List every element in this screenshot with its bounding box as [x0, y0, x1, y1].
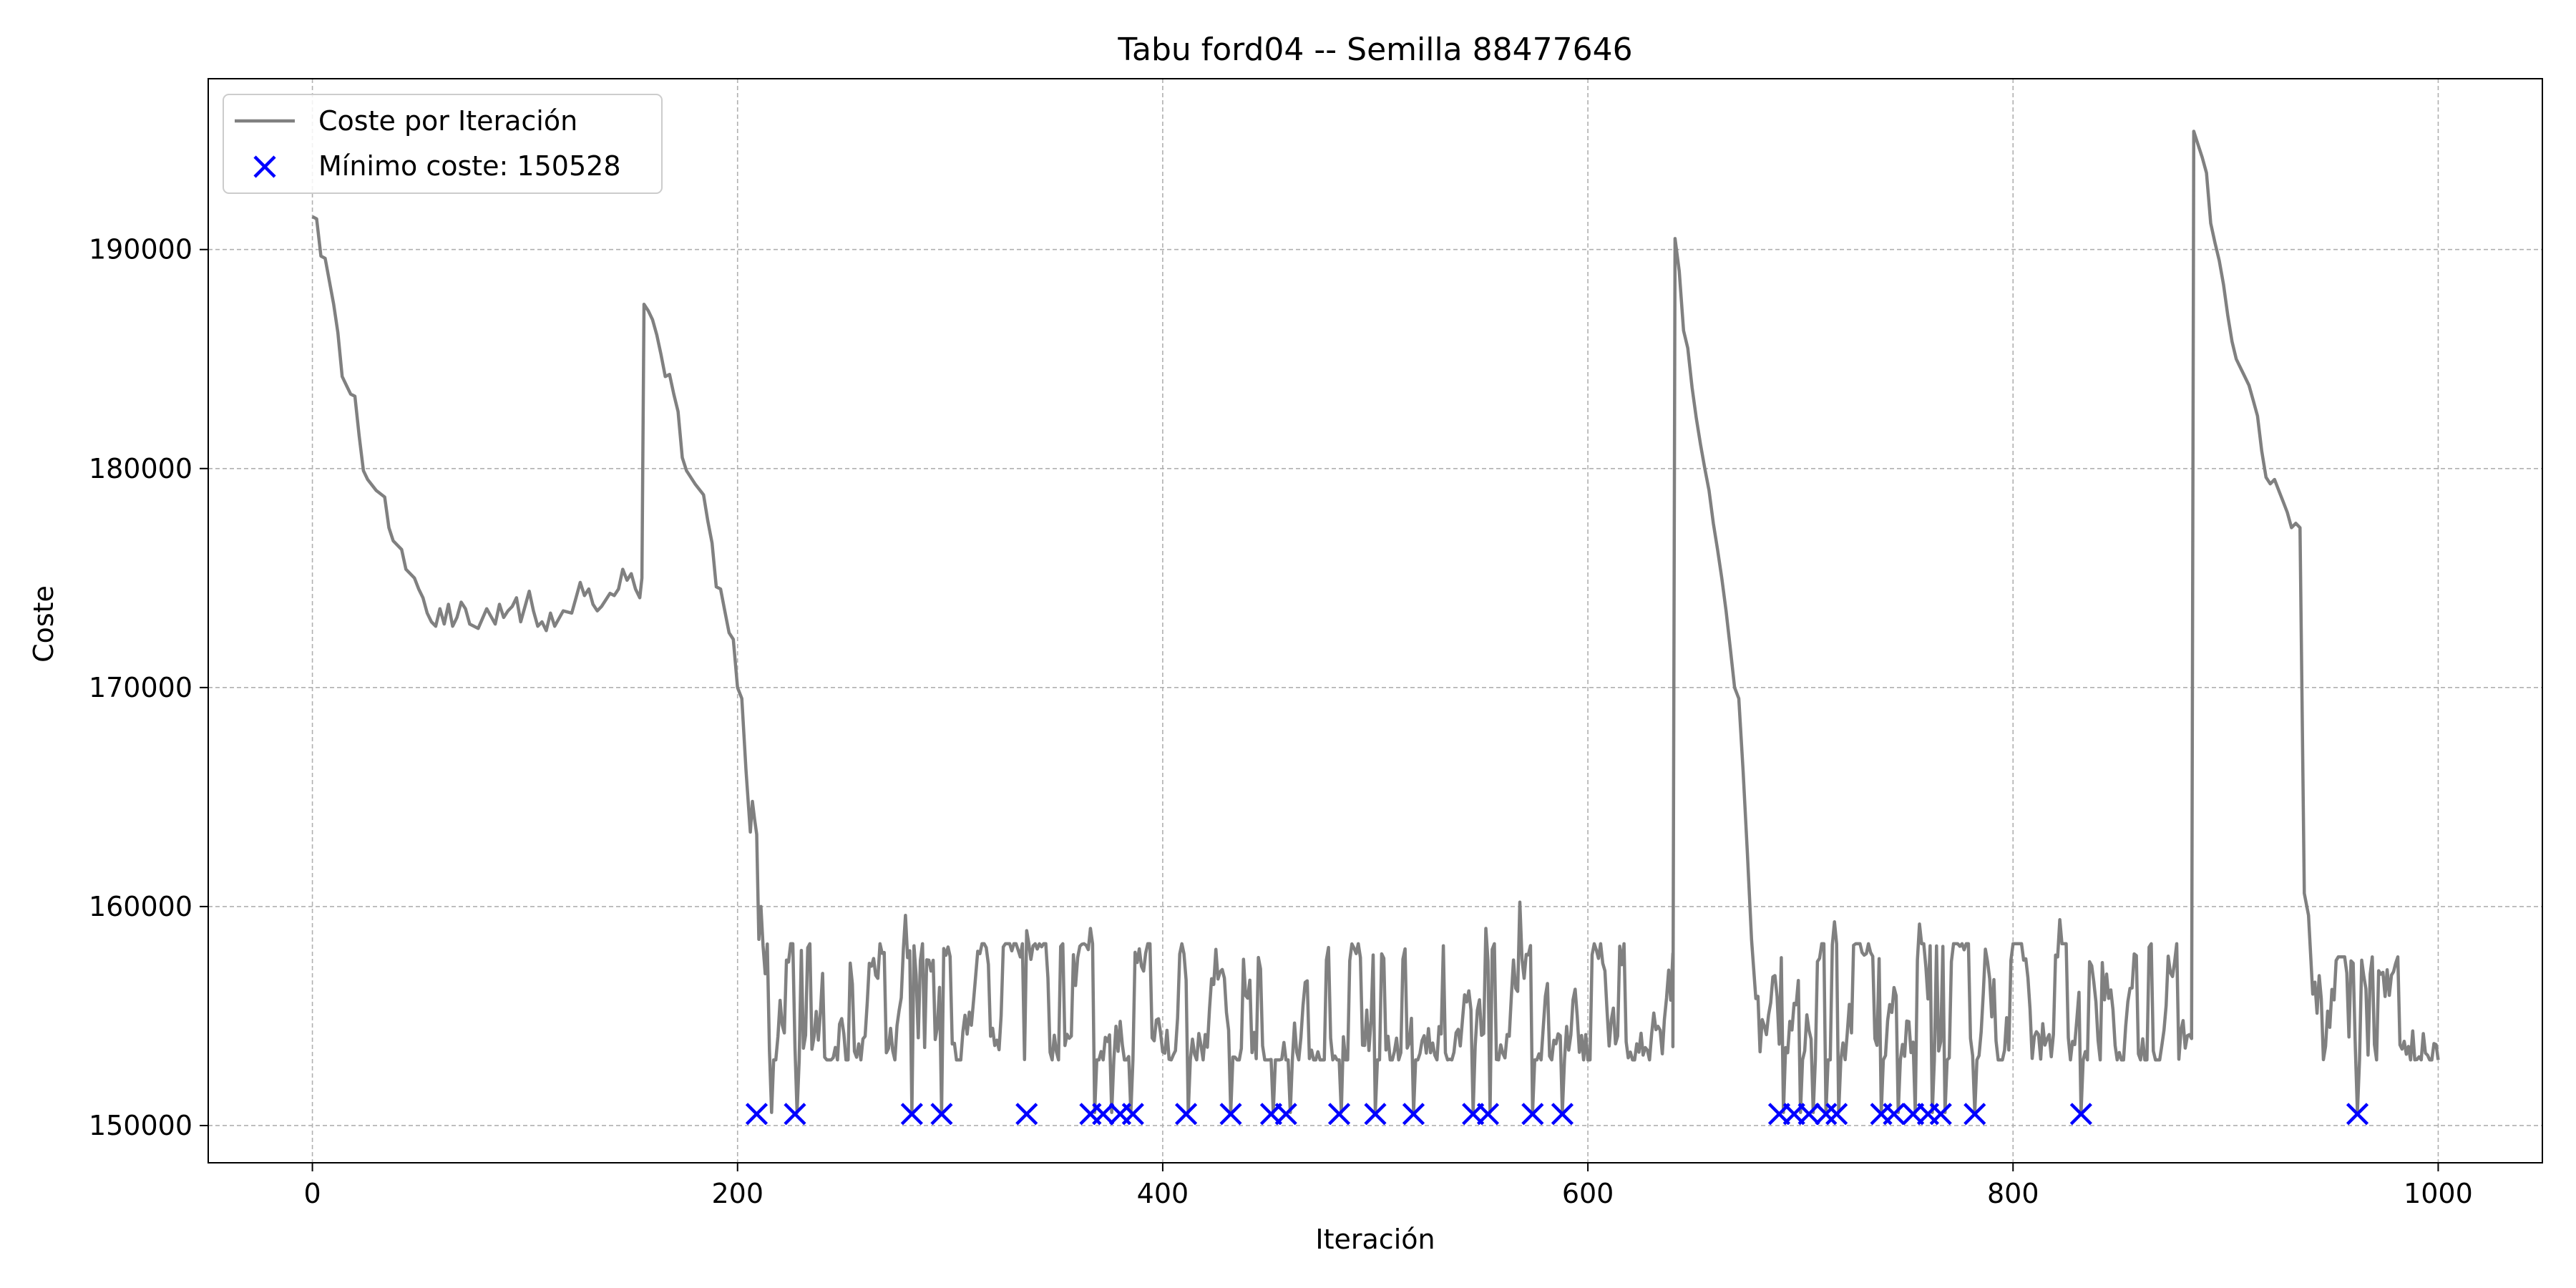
minimum-cost-marker — [1402, 1103, 1425, 1126]
cost-line-series — [311, 130, 2440, 1114]
legend: Coste por Iteración Mínimo coste: 150528 — [223, 94, 663, 194]
legend-label-cost: Coste por Iteración — [318, 105, 577, 137]
x-tick-label: 0 — [303, 1178, 321, 1209]
minimum-cost-marker — [900, 1103, 923, 1126]
x-tick-label: 400 — [1137, 1178, 1189, 1209]
grid — [208, 79, 2542, 1163]
y-tick-label: 170000 — [89, 672, 192, 703]
minimum-cost-marker — [1797, 1103, 1820, 1126]
minimum-cost-marker — [930, 1103, 953, 1126]
minimum-cost-marker — [1327, 1103, 1351, 1126]
minimum-cost-marker — [1929, 1103, 1952, 1126]
y-tick-label: 150000 — [89, 1110, 192, 1141]
minimum-cost-marker — [1274, 1103, 1297, 1126]
minimum-cost-marker — [1815, 1103, 1838, 1126]
minimum-cost-marker — [1963, 1103, 1986, 1126]
x-tick-label: 600 — [1562, 1178, 1614, 1209]
cost-line — [311, 130, 2440, 1114]
x-tick-label: 200 — [711, 1178, 763, 1209]
x-tick-label: 800 — [1987, 1178, 2039, 1209]
minimum-cost-markers — [745, 1103, 2369, 1126]
plot-frame — [208, 78, 2543, 1163]
minimum-cost-marker — [1015, 1103, 1038, 1126]
minimum-cost-marker — [1825, 1103, 1848, 1126]
minimum-cost-marker — [784, 1103, 806, 1126]
chart-title: Tabu ford04 -- Semilla 88477646 — [1117, 31, 1632, 68]
minimum-cost-marker — [2346, 1103, 2369, 1126]
minimum-cost-marker — [1219, 1103, 1242, 1126]
minimum-cost-marker — [745, 1103, 769, 1126]
y-axis-label: Coste — [28, 585, 59, 663]
axis-ticks: 0 200 400 600 800 1000 150000 160000 170000 18000… — [89, 234, 2473, 1209]
minimum-cost-marker — [1551, 1103, 1574, 1126]
minimum-cost-marker — [1476, 1103, 1500, 1126]
minimum-cost-marker — [1521, 1103, 1544, 1126]
legend-label-minimum: Mínimo coste: 150528 — [318, 150, 621, 182]
legend-marker-swatch — [253, 155, 276, 178]
legend-box — [223, 94, 663, 194]
x-axis-label: Iteración — [1315, 1224, 1435, 1255]
x-tick-label: 1000 — [2404, 1178, 2473, 1209]
y-tick-label: 180000 — [89, 453, 192, 484]
minimum-cost-marker — [1092, 1103, 1115, 1126]
minimum-cost-marker — [2069, 1103, 2092, 1126]
minimum-cost-marker — [1364, 1103, 1387, 1126]
y-tick-label: 190000 — [89, 234, 192, 265]
y-tick-label: 160000 — [89, 891, 192, 922]
minimum-cost-marker — [1121, 1103, 1144, 1126]
minimum-cost-marker — [1883, 1103, 1906, 1126]
minimum-cost-marker — [1175, 1103, 1198, 1126]
